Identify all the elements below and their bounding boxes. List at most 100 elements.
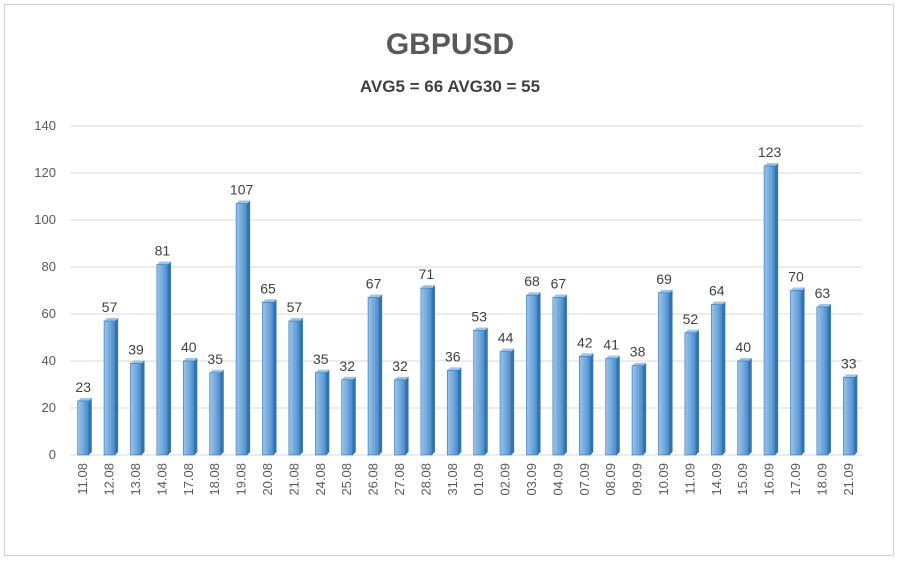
bar-front bbox=[420, 287, 433, 456]
bar-side bbox=[352, 376, 356, 455]
data-label: 40 bbox=[735, 339, 751, 355]
bar-side bbox=[827, 303, 831, 455]
x-tick-label: 08.09 bbox=[603, 463, 618, 496]
data-label: 68 bbox=[524, 273, 540, 289]
x-tick-label: 18.09 bbox=[814, 463, 829, 496]
bar-side bbox=[167, 261, 171, 455]
bar-side bbox=[273, 299, 277, 455]
y-tick-label: 20 bbox=[42, 400, 56, 415]
x-tick-label: 14.08 bbox=[154, 463, 169, 496]
bar-top bbox=[262, 299, 277, 303]
bar-side bbox=[458, 367, 462, 455]
bar-top bbox=[632, 362, 647, 366]
bar-front bbox=[763, 165, 776, 456]
bar-front bbox=[77, 400, 90, 456]
bar-side bbox=[748, 358, 752, 455]
bar-side bbox=[431, 285, 435, 455]
x-tick-label: 28.08 bbox=[418, 463, 433, 496]
bar: 33 bbox=[841, 355, 858, 456]
data-label: 36 bbox=[445, 348, 461, 364]
bar-side bbox=[722, 301, 726, 455]
bar: 53 bbox=[471, 308, 488, 456]
bar-top bbox=[605, 355, 620, 359]
bar-top bbox=[684, 329, 699, 333]
bar: 40 bbox=[735, 339, 752, 456]
y-tick-label: 80 bbox=[42, 259, 56, 274]
bar: 107 bbox=[230, 182, 253, 456]
bar-top bbox=[288, 318, 303, 322]
bar-top bbox=[711, 301, 726, 305]
x-tick-label: 25.08 bbox=[339, 463, 354, 496]
x-tick-label: 24.08 bbox=[313, 463, 328, 496]
bar: 71 bbox=[419, 266, 435, 456]
bar-side bbox=[379, 294, 383, 455]
bar-side bbox=[563, 294, 567, 455]
bar: 65 bbox=[260, 280, 277, 456]
bar-top bbox=[526, 292, 541, 296]
bar-top bbox=[764, 162, 779, 166]
bar-side bbox=[616, 355, 620, 455]
bar: 67 bbox=[366, 276, 383, 456]
bar-front bbox=[182, 360, 195, 456]
bar-front bbox=[499, 351, 512, 456]
bar-top bbox=[183, 358, 198, 361]
bar: 40 bbox=[181, 339, 198, 456]
bar-front bbox=[341, 379, 354, 456]
bar-top bbox=[737, 358, 752, 361]
bar-side bbox=[141, 360, 145, 455]
data-label: 35 bbox=[207, 351, 223, 367]
bar-side bbox=[115, 318, 119, 455]
bar-top bbox=[77, 397, 92, 401]
bar-side bbox=[537, 292, 541, 455]
bar-top bbox=[579, 353, 594, 357]
data-label: 39 bbox=[128, 341, 144, 357]
bar-top bbox=[816, 303, 831, 307]
x-tick-label: 11.09 bbox=[682, 463, 697, 495]
bar-top bbox=[420, 285, 435, 289]
bar: 38 bbox=[630, 344, 647, 456]
x-tick-label: 19.08 bbox=[234, 463, 249, 496]
bar-top bbox=[341, 376, 356, 380]
y-tick-label: 140 bbox=[34, 118, 56, 133]
bar-side bbox=[511, 348, 515, 455]
x-tick-label: 14.09 bbox=[709, 463, 724, 496]
bar-side bbox=[695, 329, 699, 455]
x-tick-label: 26.08 bbox=[366, 463, 381, 496]
bar: 23 bbox=[75, 379, 92, 456]
bar-front bbox=[103, 320, 116, 456]
x-tick-label: 27.08 bbox=[392, 463, 407, 496]
bar-top bbox=[394, 376, 409, 380]
bar: 35 bbox=[313, 351, 330, 456]
data-label: 52 bbox=[683, 311, 699, 327]
gridlines bbox=[70, 125, 862, 456]
bar: 36 bbox=[445, 348, 462, 456]
bar-top bbox=[790, 287, 805, 291]
data-label: 44 bbox=[498, 330, 514, 346]
data-label: 67 bbox=[366, 276, 382, 292]
bar-side bbox=[247, 200, 251, 455]
bar-front bbox=[790, 290, 802, 456]
bar: 57 bbox=[102, 299, 119, 456]
data-label: 53 bbox=[471, 308, 487, 324]
bar: 44 bbox=[498, 330, 515, 456]
bar-front bbox=[737, 360, 750, 456]
bar-side bbox=[801, 287, 805, 455]
x-tick-label: 03.09 bbox=[524, 463, 539, 496]
x-tick-label: 09.09 bbox=[630, 463, 645, 496]
bar-front bbox=[684, 332, 697, 456]
bar-top bbox=[473, 327, 488, 331]
bar-top bbox=[209, 369, 224, 373]
data-label: 32 bbox=[392, 358, 408, 374]
data-label: 63 bbox=[815, 285, 831, 301]
bar-top bbox=[552, 294, 567, 298]
bar-side bbox=[299, 318, 303, 455]
x-tick-label: 13.08 bbox=[128, 463, 143, 496]
y-tick-label: 0 bbox=[49, 447, 56, 462]
chart-frame bbox=[4, 4, 894, 556]
data-label: 40 bbox=[181, 339, 197, 355]
x-tick-label: 21.08 bbox=[286, 463, 301, 496]
data-label: 41 bbox=[603, 337, 619, 353]
bar: 69 bbox=[656, 271, 673, 456]
bar-top bbox=[368, 294, 383, 298]
